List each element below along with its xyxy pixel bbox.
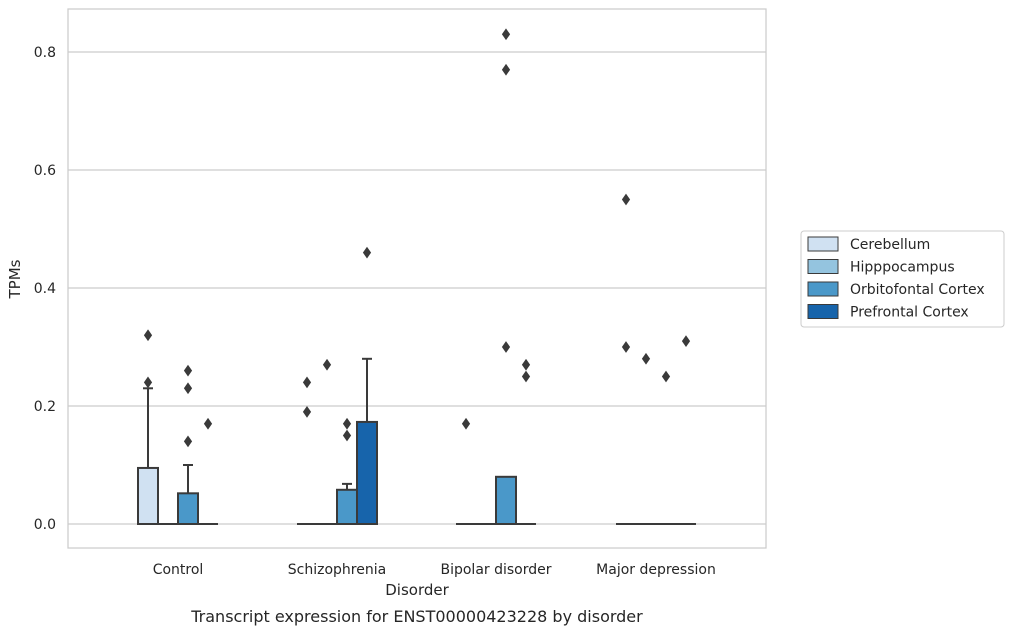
y-tick-labels: 0.0 0.2 0.4 0.6 0.8 [34, 45, 56, 533]
box-cerebellum [616, 193, 636, 525]
box-cerebellum [456, 417, 476, 525]
y-tick-label: 0.6 [34, 163, 56, 179]
chart-caption: Transcript expression for ENST0000042322… [190, 607, 643, 626]
outlier-point [183, 435, 193, 448]
outlier-point [342, 417, 352, 430]
box-hipppocampus [317, 358, 337, 525]
box-prefrontal-cortex [676, 335, 696, 525]
legend-label: Hipppocampus [850, 260, 955, 276]
outlier-point [302, 376, 312, 389]
outlier-point [183, 364, 193, 377]
legend: Cerebellum Hipppocampus Orbitofontal Corte… [800, 230, 1005, 328]
box-cerebellum [297, 376, 317, 525]
legend-swatch [807, 236, 839, 252]
x-tick-label: Bipolar disorder [440, 562, 551, 578]
outlier-point [143, 376, 153, 389]
outlier-point [322, 358, 332, 371]
outlier-point [143, 329, 153, 342]
x-tick-label: Control [153, 562, 204, 578]
y-tick-label: 0.8 [34, 45, 56, 61]
outlier-point [501, 63, 511, 76]
legend-label: Cerebellum [850, 237, 930, 253]
box-body [177, 492, 199, 526]
legend-label: Prefrontal Cortex [850, 305, 969, 321]
y-tick-label: 0.4 [34, 281, 56, 297]
legend-label: Orbitofontal Cortex [850, 282, 985, 298]
box-orbitofontal-cortex [177, 364, 199, 526]
box-body [495, 475, 517, 525]
box-prefrontal-cortex [516, 358, 536, 525]
grid-lines [68, 51, 766, 525]
legend-swatch [807, 259, 839, 274]
outlier-point [521, 358, 531, 371]
outlier-point [203, 417, 213, 430]
outlier-point [621, 341, 631, 353]
box-plot-series [137, 28, 696, 526]
box-body [137, 466, 159, 526]
box-prefrontal-cortex [198, 417, 218, 525]
y-axis-label: TPMs [6, 259, 24, 299]
outlier-point [681, 335, 691, 347]
outlier-point [362, 246, 372, 259]
box-orbitofontal-cortex [656, 370, 676, 525]
legend-swatch [807, 304, 839, 319]
outlier-point [461, 417, 471, 430]
box-body [336, 488, 358, 525]
outlier-point [621, 193, 631, 206]
outlier-point [501, 341, 511, 353]
box-cerebellum [137, 329, 159, 526]
plot-frame [67, 8, 767, 549]
y-tick-label: 0.0 [34, 517, 56, 533]
x-tick-label: Schizophrenia [288, 562, 386, 578]
outlier-point [641, 352, 651, 365]
x-tick-labels: Control Schizophrenia Bipolar disorder Majo… [153, 562, 716, 578]
outlier-point [521, 370, 531, 383]
outlier-point [501, 28, 511, 41]
x-axis-label: Disorder [385, 581, 449, 599]
legend-frame [800, 230, 1005, 328]
box-orbitofontal-cortex [336, 417, 358, 525]
x-tick-label: Major depression [596, 562, 716, 578]
outlier-point [302, 406, 312, 418]
outlier-point [342, 429, 352, 442]
outlier-point [661, 370, 671, 383]
outlier-point [183, 382, 193, 395]
box-hipppocampus [636, 352, 656, 525]
box-body [356, 420, 378, 525]
box-prefrontal-cortex [356, 246, 378, 525]
y-tick-label: 0.2 [34, 399, 56, 415]
legend-swatch [807, 281, 839, 297]
box-orbitofontal-cortex [495, 28, 517, 525]
